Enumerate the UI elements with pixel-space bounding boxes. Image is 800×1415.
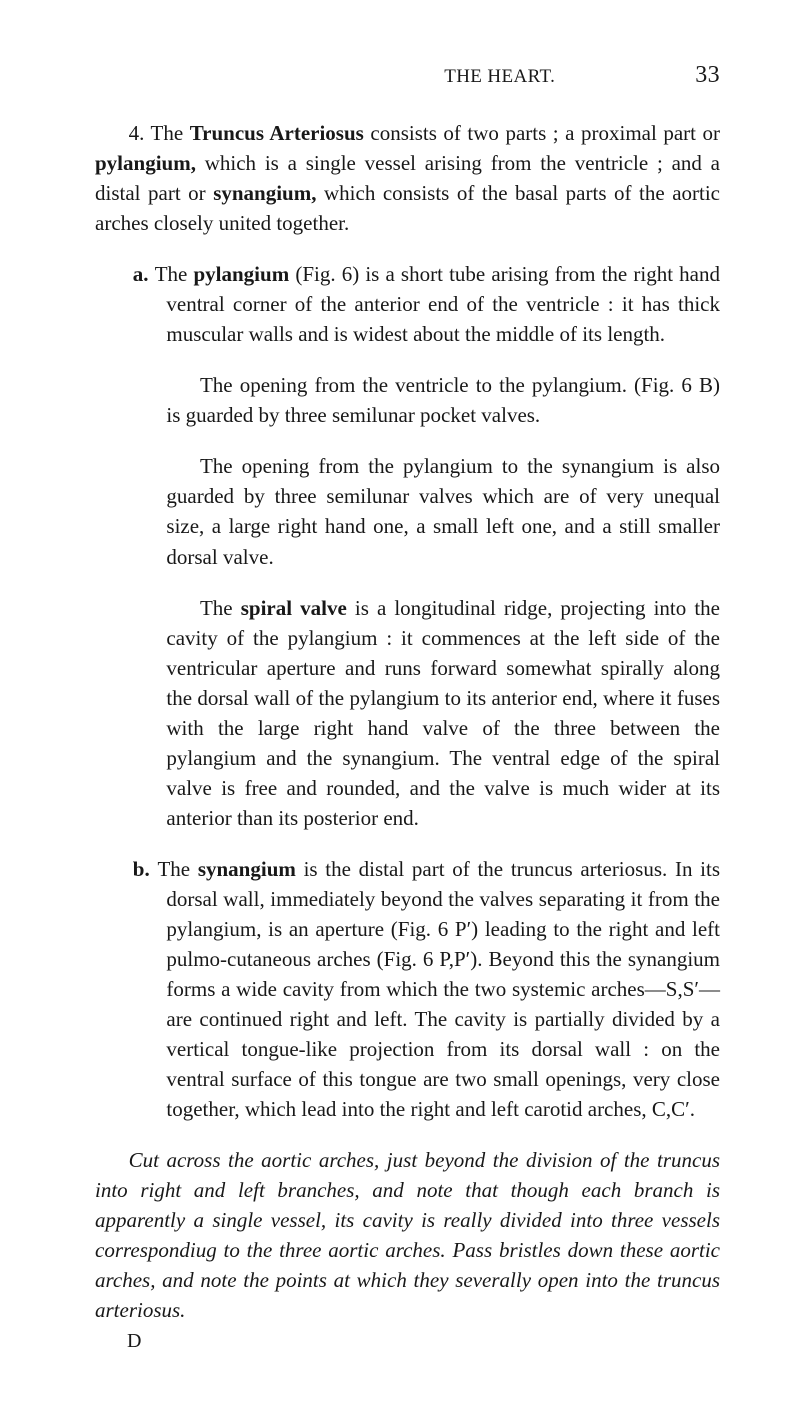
- closing-text: Cut across the aortic arches, just beyon…: [95, 1148, 720, 1322]
- item-a-text: The: [155, 262, 194, 286]
- running-title: THE HEART.: [444, 63, 555, 90]
- item-a-p1: a. The pylangium (Fig. 6) is a short tub…: [166, 259, 720, 349]
- term-truncus-arteriosus: Truncus Arteriosus: [190, 121, 364, 145]
- item-a-p3: The opening from the pylangium to the sy…: [166, 451, 720, 571]
- item-a-text: The opening from the ventricle to the py…: [166, 373, 720, 427]
- item-a-p2: The opening from the ventricle to the py…: [166, 370, 720, 430]
- item-b-label: b.: [133, 857, 158, 881]
- item-b-text: is the distal part of the truncus arteri…: [166, 857, 720, 1121]
- item-a-text: is a longitudinal ridge, projecting into…: [166, 596, 720, 830]
- signature-mark: D: [127, 1327, 720, 1356]
- term-pylangium: pylangium: [193, 262, 289, 286]
- section-4-intro: 4. The Truncus Arteriosus consists of tw…: [95, 118, 720, 238]
- item-a-p4: The spiral valve is a longitudinal ridge…: [166, 593, 720, 833]
- item-a-text: The opening from the pylangium to the sy…: [166, 454, 720, 568]
- closing-instruction: Cut across the aortic arches, just beyon…: [95, 1145, 720, 1325]
- term-synangium: synangium,: [213, 181, 316, 205]
- page-number: 33: [695, 58, 720, 92]
- term-synangium: synangium: [198, 857, 296, 881]
- item-b-p1: b. The synangium is the distal part of t…: [166, 854, 720, 1124]
- term-pylangium: pylangium,: [95, 151, 196, 175]
- item-b-text: The: [157, 857, 197, 881]
- term-spiral-valve: spiral valve: [241, 596, 347, 620]
- item-a-text: The: [200, 596, 241, 620]
- item-a-label: a.: [133, 262, 155, 286]
- intro-text: The: [151, 121, 190, 145]
- intro-text: consists of two parts ; a proximal part …: [364, 121, 720, 145]
- section-number: 4.: [129, 121, 151, 145]
